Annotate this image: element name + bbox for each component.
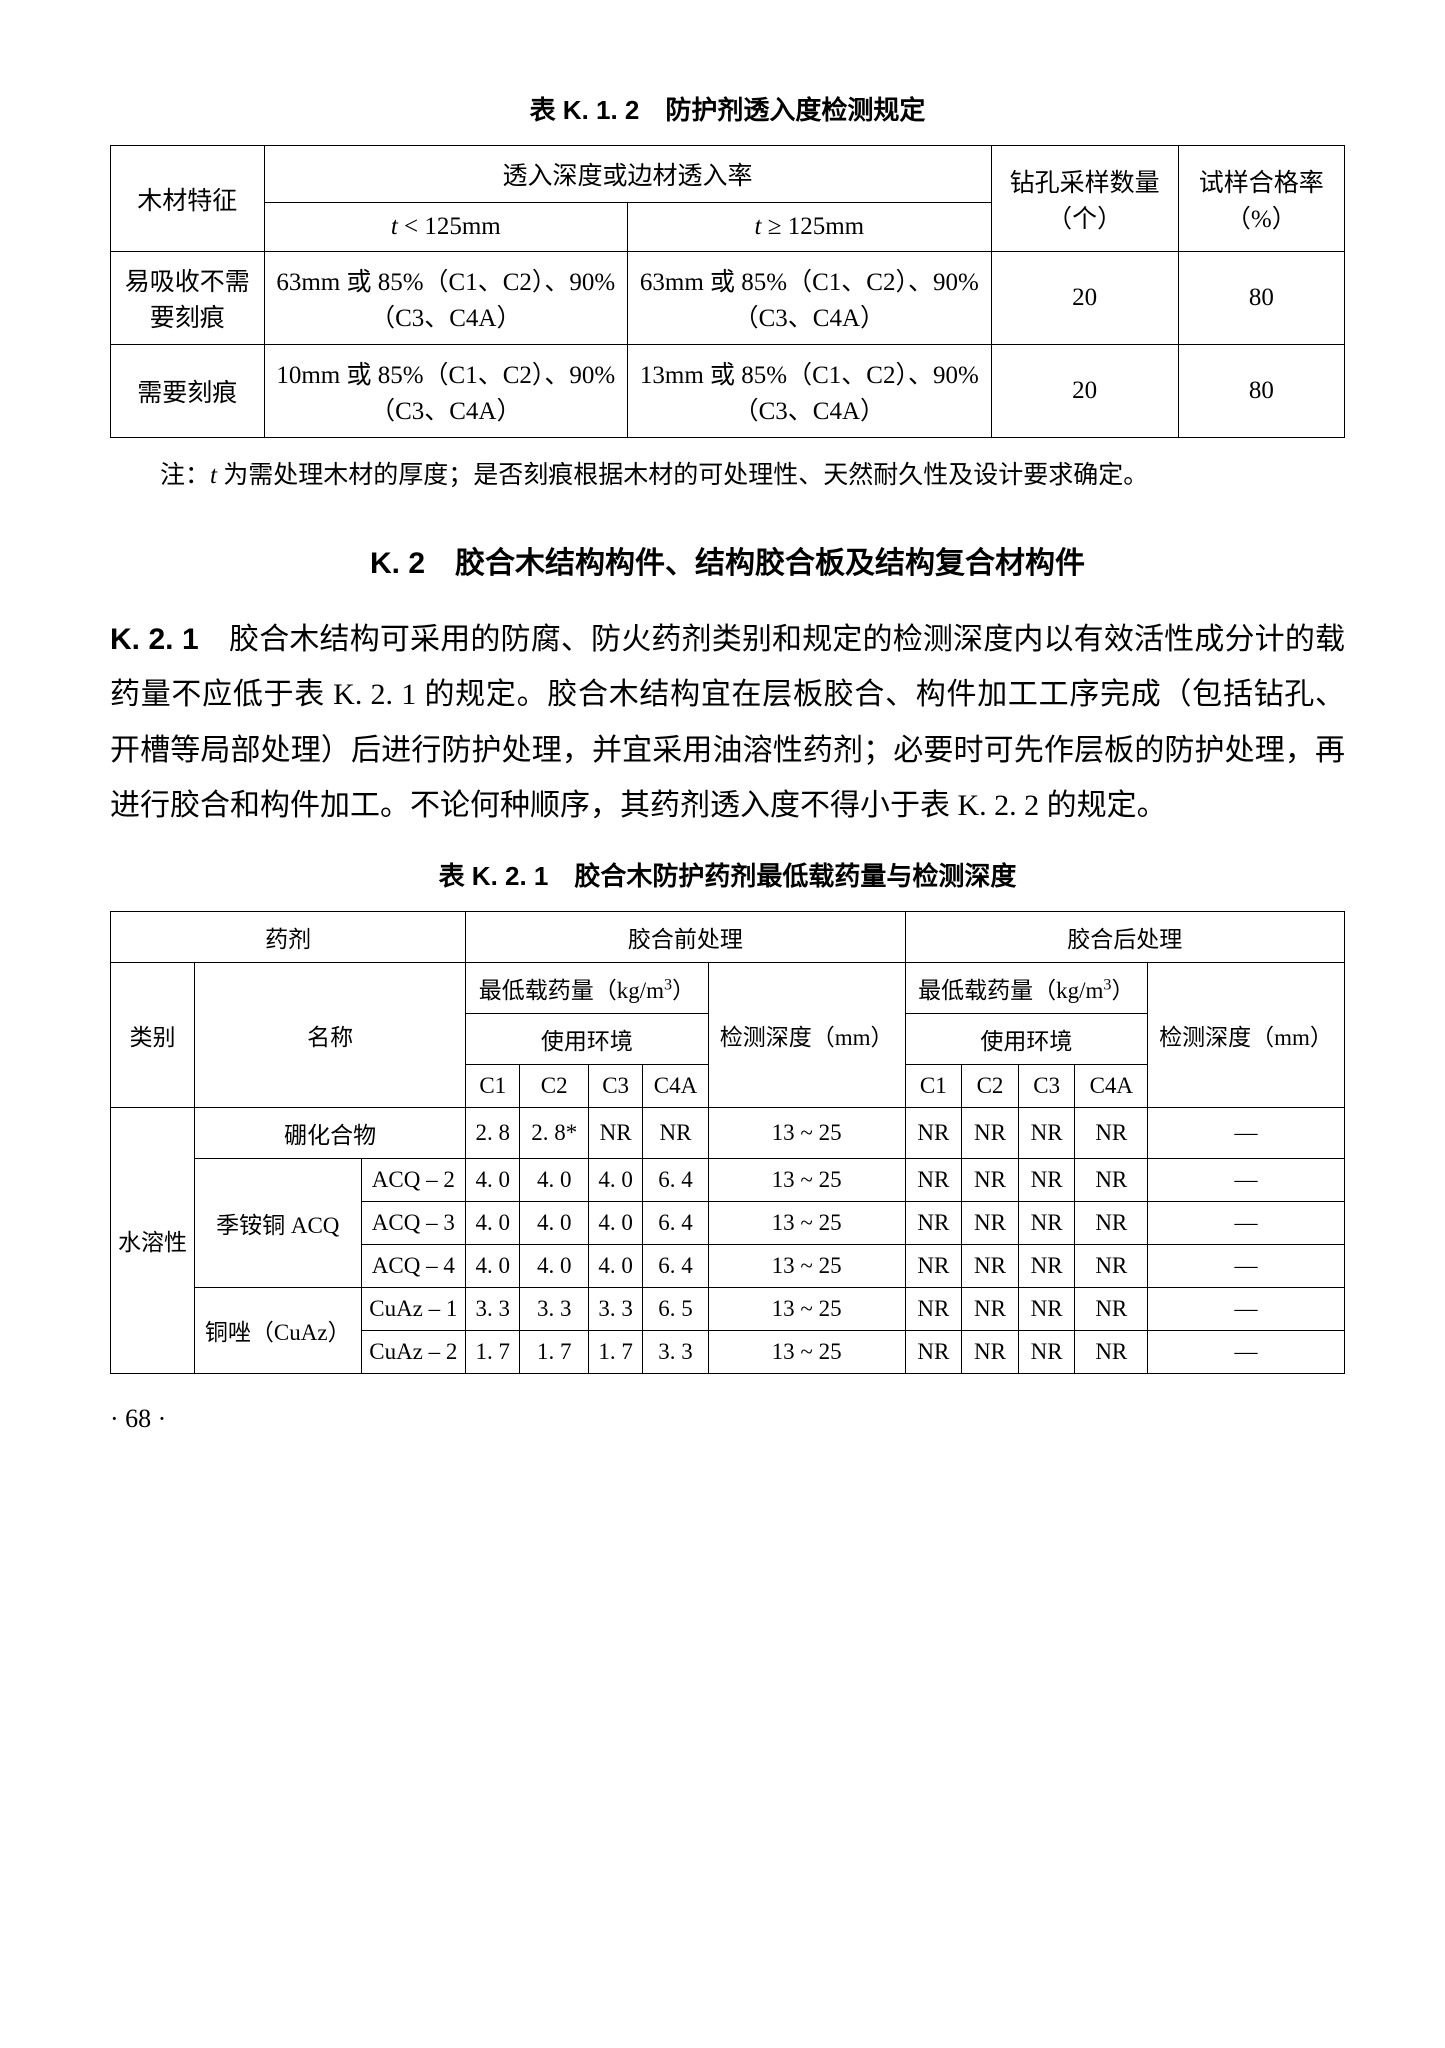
table1-title: 表 K. 1. 2 防护剂透入度检测规定 — [110, 90, 1345, 127]
para-label: K. 2. 1 — [110, 623, 199, 656]
t2-c4ap: C4A — [1075, 1064, 1148, 1107]
t2-h-depth-pre: 检测深度（mm） — [708, 962, 905, 1107]
section-heading: K. 2 胶合木结构构件、结构胶合板及结构复合材构件 — [110, 538, 1345, 582]
t1-h-depth: 透入深度或边材透入率 — [264, 146, 991, 203]
t2-h-minload-pre: 最低载药量（kg/m3） — [466, 962, 709, 1013]
t1-r1-lt: 10mm 或 85%（C1、C2）、90%（C3、C4A） — [264, 345, 628, 438]
t2-r1-name: ACQ – 2 — [361, 1158, 466, 1201]
t1-r1-samples: 20 — [991, 345, 1178, 438]
t2-c1: C1 — [466, 1064, 520, 1107]
t2-c4a: C4A — [643, 1064, 708, 1107]
t2-h-cat: 类别 — [111, 962, 195, 1107]
t2-h-env-pre: 使用环境 — [466, 1013, 709, 1064]
table2: 药剂 胶合前处理 胶合后处理 类别 名称 最低载药量（kg/m3） 检测深度（m… — [110, 911, 1345, 1374]
table1-note: 注：t 为需处理木材的厚度；是否刻痕根据木材的可处理性、天然耐久性及设计要求确定… — [110, 452, 1345, 500]
t2-cat-water: 水溶性 — [111, 1107, 195, 1373]
t2-h-pre: 胶合前处理 — [466, 911, 905, 962]
t2-h-post: 胶合后处理 — [905, 911, 1344, 962]
t1-r1-pass: 80 — [1178, 345, 1344, 438]
t1-h-pass: 试样合格率（%） — [1178, 146, 1344, 252]
table1: 木材特征 透入深度或边材透入率 钻孔采样数量（个） 试样合格率（%） t < 1… — [110, 145, 1345, 438]
t1-r0-pass: 80 — [1178, 252, 1344, 345]
t1-r0-samples: 20 — [991, 252, 1178, 345]
t2-r3-name: ACQ – 4 — [361, 1244, 466, 1287]
t1-h-feature: 木材特征 — [111, 146, 265, 252]
t1-r1-ge: 13mm 或 85%（C1、C2）、90%（C3、C4A） — [628, 345, 992, 438]
t2-h-minload-post: 最低载药量（kg/m3） — [905, 962, 1148, 1013]
t1-h-lt: t < 125mm — [264, 203, 628, 252]
t2-r0-name: 硼化合物 — [194, 1107, 465, 1158]
t2-h-name: 名称 — [194, 962, 465, 1107]
t2-h-env-post: 使用环境 — [905, 1013, 1148, 1064]
t2-c2p: C2 — [962, 1064, 1019, 1107]
t1-h-samples: 钻孔采样数量（个） — [991, 146, 1178, 252]
t2-c2: C2 — [520, 1064, 589, 1107]
table-row: 季铵铜 ACQ ACQ – 2 4. 0 4. 0 4. 0 6. 4 13 ~… — [111, 1158, 1345, 1201]
t2-r5-name: CuAz – 2 — [361, 1330, 466, 1373]
page-number: · 68 · — [110, 1404, 1345, 1434]
table2-title: 表 K. 2. 1 胶合木防护药剂最低载药量与检测深度 — [110, 856, 1345, 893]
t2-h-agent: 药剂 — [111, 911, 466, 962]
table-row: 铜唑（CuAz） CuAz – 1 3. 3 3. 3 3. 3 6. 5 13… — [111, 1287, 1345, 1330]
t1-r0-ge: 63mm 或 85%（C1、C2）、90%（C3、C4A） — [628, 252, 992, 345]
para-text: 胶合木结构可采用的防腐、防火药剂类别和规定的检测深度内以有效活性成分计的载药量不… — [110, 623, 1345, 823]
table-row: 水溶性 硼化合物 2. 8 2. 8* NR NR 13 ~ 25 NR NR … — [111, 1107, 1345, 1158]
t2-r4-group: 铜唑（CuAz） — [194, 1287, 361, 1373]
t1-h-ge: t ≥ 125mm — [628, 203, 992, 252]
t1-r0-feature: 易吸收不需要刻痕 — [111, 252, 265, 345]
t2-h-depth-post: 检测深度（mm） — [1148, 962, 1345, 1107]
t1-r1-feature: 需要刻痕 — [111, 345, 265, 438]
table-row: 需要刻痕 10mm 或 85%（C1、C2）、90%（C3、C4A） 13mm … — [111, 345, 1345, 438]
table-row: 易吸收不需要刻痕 63mm 或 85%（C1、C2）、90%（C3、C4A） 6… — [111, 252, 1345, 345]
t1-r0-lt: 63mm 或 85%（C1、C2）、90%（C3、C4A） — [264, 252, 628, 345]
t2-c1p: C1 — [905, 1064, 962, 1107]
t2-c3: C3 — [589, 1064, 643, 1107]
t2-c3p: C3 — [1018, 1064, 1075, 1107]
t2-r4-name: CuAz – 1 — [361, 1287, 466, 1330]
section-para: K. 2. 1 胶合木结构可采用的防腐、防火药剂类别和规定的检测深度内以有效活性… — [110, 612, 1345, 834]
t2-r1-group: 季铵铜 ACQ — [194, 1158, 361, 1287]
t2-r2-name: ACQ – 3 — [361, 1201, 466, 1244]
